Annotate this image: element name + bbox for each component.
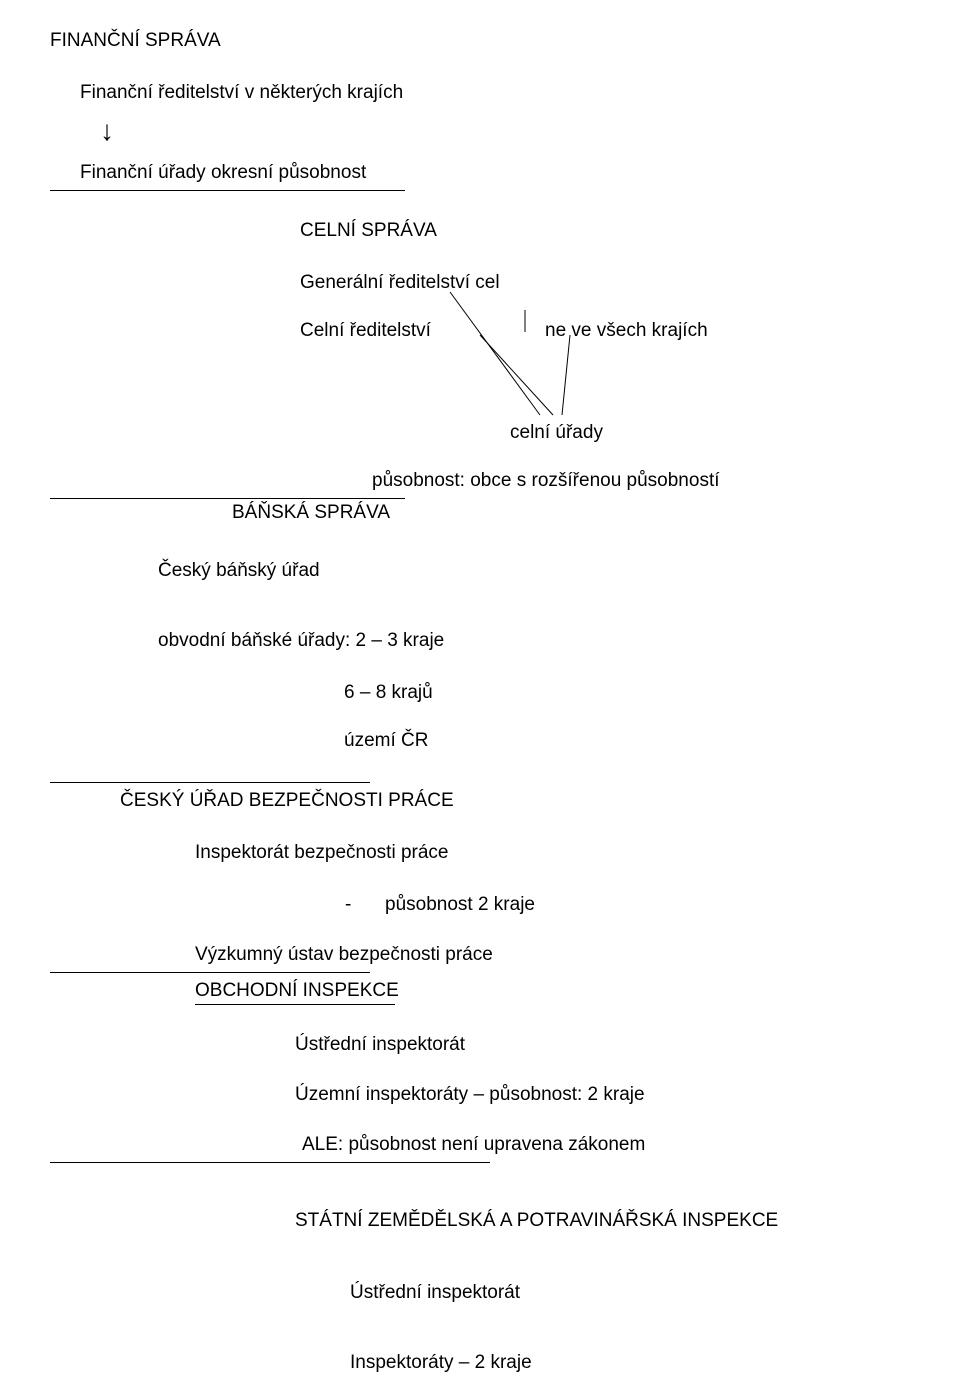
section3-rule-top xyxy=(50,498,405,499)
section2-below2: působnost: obce s rozšířenou působností xyxy=(372,468,720,494)
section6-line2: Inspektoráty – 2 kraje xyxy=(350,1350,532,1376)
section4-line2: Výzkumný ústav bezpečnosti práce xyxy=(195,942,493,968)
section6-title: STÁTNÍ ZEMĚDĚLSKÁ A POTRAVINÁŘSKÁ INSPEK… xyxy=(295,1208,778,1234)
document-page: FINANČNÍ SPRÁVA Finanční ředitelství v n… xyxy=(0,0,960,1393)
section1-line2: Finanční úřady okresní působnost xyxy=(80,160,366,186)
section1-arrow: ↓ xyxy=(100,112,114,150)
section4-bullet: - xyxy=(345,892,351,918)
section2-svg-lines xyxy=(300,270,660,430)
diagonal-line-1 xyxy=(450,292,540,415)
section4-bullet-text: působnost 2 kraje xyxy=(385,892,535,918)
section5-underline xyxy=(50,1162,490,1163)
section5-title: OBCHODNÍ INSPEKCE xyxy=(195,978,399,1004)
section4-rule-top xyxy=(50,782,370,783)
section6-line1: Ústřední inspektorát xyxy=(350,1280,520,1306)
section5-line2: Územní inspektoráty – působnost: 2 kraje xyxy=(295,1082,645,1108)
section5-title-underline xyxy=(195,1004,395,1005)
section3-title: BÁŇSKÁ SPRÁVA xyxy=(232,500,390,526)
diagonal-line-3 xyxy=(562,335,570,415)
section4-line1: Inspektorát bezpečnosti práce xyxy=(195,840,449,866)
section4-title: ČESKÝ ÚŘAD BEZPEČNOSTI PRÁCE xyxy=(120,788,454,814)
diagonal-line-2 xyxy=(480,335,553,415)
section3-line4: území ČR xyxy=(344,728,428,754)
section1-line1: Finanční ředitelství v některých krajích xyxy=(80,80,403,106)
section3-line3: 6 – 8 krajů xyxy=(344,680,433,706)
section1-title: FINANČNÍ SPRÁVA xyxy=(50,28,221,54)
section3-line2: obvodní báňské úřady: 2 – 3 kraje xyxy=(158,628,444,654)
section2-below1: celní úřady xyxy=(510,420,603,446)
section3-line1: Český báňský úřad xyxy=(158,558,320,584)
section4-underline xyxy=(50,972,370,973)
section1-underline xyxy=(50,190,405,191)
section2-title: CELNÍ SPRÁVA xyxy=(300,218,437,244)
section5-line3: ALE: působnost není upravena zákonem xyxy=(302,1132,645,1158)
section5-line1: Ústřední inspektorát xyxy=(295,1032,465,1058)
